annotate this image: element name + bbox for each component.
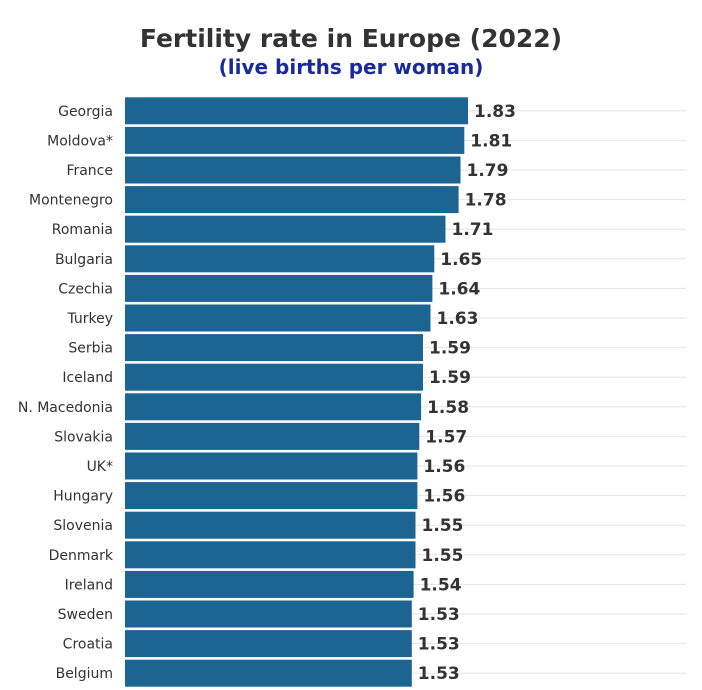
- category-label: Denmark: [49, 548, 114, 564]
- bar: [125, 600, 412, 628]
- value-label: 1.56: [423, 457, 465, 477]
- value-label: 1.78: [465, 191, 507, 211]
- bar: [125, 482, 418, 510]
- bar: [125, 156, 461, 184]
- bar: [125, 215, 446, 243]
- bar: [125, 274, 433, 302]
- category-label: Bulgaria: [55, 252, 113, 268]
- value-label: 1.59: [429, 368, 471, 388]
- bar: [125, 659, 412, 687]
- bar: [125, 186, 459, 214]
- value-label: 1.58: [427, 398, 469, 418]
- bars-layer: [125, 97, 468, 687]
- value-label: 1.59: [429, 339, 471, 359]
- value-label: 1.55: [422, 546, 464, 566]
- value-label: 1.53: [418, 664, 460, 684]
- category-label: Iceland: [62, 370, 113, 386]
- category-label: Ireland: [65, 577, 113, 593]
- value-label: 1.65: [440, 250, 482, 270]
- value-label: 1.57: [425, 427, 467, 447]
- value-label: 1.54: [420, 575, 462, 595]
- category-label: N. Macedonia: [18, 400, 113, 416]
- category-label: Croatia: [63, 637, 113, 653]
- value-label: 1.64: [438, 279, 480, 299]
- category-label: Hungary: [53, 489, 113, 505]
- chart-title: Fertility rate in Europe (2022): [139, 24, 563, 53]
- labels-layer: Georgia 1.83 Moldova* 1.81 France 1.79 Montene…: [18, 102, 516, 684]
- value-label: 1.63: [437, 309, 479, 329]
- value-label: 1.71: [452, 220, 494, 240]
- value-label: 1.53: [418, 635, 460, 655]
- bar: [125, 245, 435, 273]
- category-label: Serbia: [68, 341, 113, 357]
- category-label: Moldova*: [47, 133, 113, 149]
- bar: [125, 511, 416, 539]
- category-label: Belgium: [56, 666, 113, 682]
- bar: [125, 97, 468, 125]
- category-label: Turkey: [66, 311, 113, 327]
- category-label: Montenegro: [29, 193, 113, 209]
- value-label: 1.53: [418, 605, 460, 625]
- value-label: 1.79: [467, 161, 509, 181]
- bar: [125, 304, 431, 332]
- bar: [125, 452, 418, 480]
- category-label: Sweden: [58, 607, 113, 623]
- category-label: France: [66, 163, 113, 179]
- bar: [125, 630, 412, 658]
- bar: [125, 422, 420, 450]
- category-label: Slovakia: [54, 429, 113, 445]
- value-label: 1.55: [422, 516, 464, 536]
- value-label: 1.56: [423, 487, 465, 507]
- chart-subtitle: (live births per woman): [218, 55, 484, 79]
- bar: [125, 126, 465, 154]
- category-label: Georgia: [58, 104, 113, 120]
- category-label: UK*: [87, 459, 113, 475]
- bar: [125, 393, 422, 421]
- category-label: Slovenia: [53, 518, 113, 534]
- value-label: 1.83: [474, 102, 516, 122]
- bar: [125, 363, 423, 391]
- value-label: 1.81: [470, 131, 512, 151]
- bar: [125, 541, 416, 569]
- bar: [125, 570, 414, 598]
- category-label: Czechia: [58, 281, 113, 297]
- bar: [125, 334, 423, 362]
- category-label: Romania: [52, 222, 113, 238]
